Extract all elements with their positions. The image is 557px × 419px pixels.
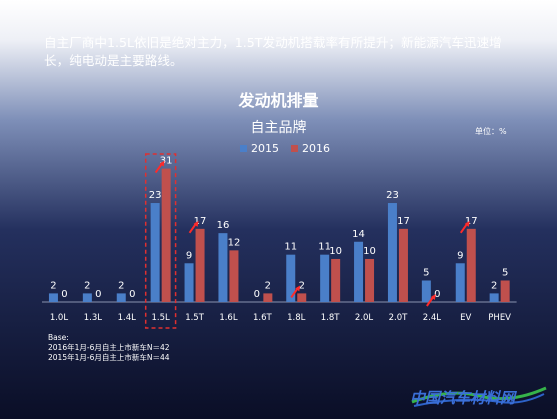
data-label-2015-1.8T: 11	[318, 242, 331, 253]
legend-item-2015: 2015	[240, 142, 279, 155]
bar-2015-2.0T	[387, 203, 397, 302]
bar-2016-1.5T	[195, 228, 205, 302]
watermark-text: 中国汽车材料网	[410, 389, 516, 407]
data-label-2015-1.5L: 23	[149, 190, 162, 201]
data-label-2016-1.4L: 0	[129, 289, 135, 300]
base-note-line1: 2016年1月-6月自主上市新车N＝42	[48, 343, 170, 352]
data-label-2016-2.0L: 10	[363, 246, 376, 257]
x-tick-label-2.0L: 2.0L	[355, 313, 374, 323]
bar-2015-1.4L	[116, 293, 126, 302]
data-label-2015-2.0L: 14	[352, 229, 365, 240]
legend-label-2015: 2015	[251, 142, 279, 155]
arrow-head-EV	[464, 220, 470, 227]
bar-2015-1.6L	[218, 233, 228, 302]
legend-label-2016: 2016	[302, 142, 330, 155]
x-tick-label-2.0T: 2.0T	[389, 313, 409, 323]
data-label-2016-1.3L: 0	[95, 289, 101, 300]
bar-2015-1.8T	[320, 254, 330, 302]
arrow-head-1.5T	[193, 220, 199, 227]
bar-2015-2.0L	[354, 241, 364, 302]
arrow-head-2.4L	[430, 294, 436, 300]
highlight-box-1.5L	[144, 153, 177, 329]
data-label-2016-1.6T: 2	[265, 280, 271, 291]
legend-item-2016: 2016	[291, 142, 330, 155]
legend-swatch-2016	[291, 145, 298, 152]
data-label-2016-2.0T: 17	[397, 216, 410, 227]
chart-title: 发动机排量	[238, 91, 319, 110]
base-note-line2: 2015年1月-6月自主上市新车N＝44	[48, 353, 170, 362]
base-note-label: Base:	[48, 333, 69, 342]
bar-2015-1.8L	[286, 254, 296, 302]
data-label-2015-2.4L: 5	[423, 267, 429, 278]
data-label-2016-1.8L: 2	[299, 280, 305, 291]
x-tick-label-1.4L: 1.4L	[118, 313, 137, 323]
data-label-2015-EV: 9	[457, 250, 463, 261]
bar-2016-2.0L	[365, 258, 375, 302]
unit-label: 单位：%	[475, 127, 507, 136]
bar-2015-1.5L	[150, 203, 160, 302]
x-tick-label-1.0L: 1.0L	[50, 313, 69, 323]
x-tick-label-1.5T: 1.5T	[185, 313, 205, 323]
bar-2016-1.8T	[331, 258, 341, 302]
bar-2016-PHEV	[500, 280, 510, 302]
data-label-2016-1.5L: 31	[160, 156, 173, 167]
bar-2015-EV	[455, 263, 465, 302]
x-tick-label-1.5L: 1.5L	[152, 313, 171, 323]
data-label-2016-EV: 17	[465, 216, 478, 227]
x-tick-label-PHEV: PHEV	[488, 313, 511, 323]
legend: 2015 2016	[240, 142, 330, 155]
data-label-2016-2.4L: 0	[434, 289, 440, 300]
bar-2016-1.6T	[263, 293, 273, 302]
bar-2015-2.4L	[421, 280, 431, 302]
data-label-2015-1.6T: 0	[254, 289, 260, 300]
x-tick-label-2.4L: 2.4L	[423, 313, 442, 323]
x-tick-label-1.8L: 1.8L	[287, 313, 306, 323]
bar-2015-1.5T	[184, 263, 194, 302]
bar-2016-1.8L	[297, 293, 307, 302]
bar-2015-PHEV	[489, 293, 499, 302]
bar-2016-1.5L	[161, 168, 171, 302]
data-label-2015-1.6L: 16	[217, 220, 230, 231]
chart-subtitle: 自主品牌	[250, 120, 307, 136]
x-tick-label-EV: EV	[460, 313, 471, 323]
data-label-2016-1.0L: 0	[61, 289, 67, 300]
data-label-2015-1.3L: 2	[84, 280, 90, 291]
x-tick-label-1.6T: 1.6T	[253, 313, 273, 323]
bar-2015-1.3L	[82, 293, 92, 302]
arrow-head-1.8L	[295, 285, 301, 292]
data-label-2015-1.4L: 2	[118, 280, 124, 291]
data-label-2016-1.8T: 10	[329, 246, 342, 257]
data-label-2016-1.5T: 17	[194, 216, 207, 227]
x-tick-label-1.8T: 1.8T	[321, 313, 341, 323]
data-label-2015-2.0T: 23	[386, 190, 399, 201]
x-tick-label-1.3L: 1.3L	[84, 313, 103, 323]
data-label-2016-1.6L: 12	[228, 237, 241, 248]
watermark-logo-swoosh	[411, 386, 547, 407]
legend-swatch-2015	[240, 145, 247, 152]
bar-2016-1.6L	[229, 250, 239, 302]
data-label-2015-1.5T: 9	[186, 250, 192, 261]
data-label-2015-PHEV: 2	[491, 280, 497, 291]
headline: 自主厂商中1.5L依旧是绝对主力，1.5T发动机搭载率有所提升；新能源汽车迅速增…	[44, 35, 502, 68]
x-tick-label-1.6L: 1.6L	[219, 313, 238, 323]
bar-2015-1.0L	[48, 293, 58, 302]
data-label-2016-PHEV: 5	[502, 267, 508, 278]
base-note: Base: 2016年1月-6月自主上市新车N＝42 2015年1月-6月自主上…	[48, 333, 170, 363]
bar-2016-EV	[466, 228, 476, 302]
data-label-2015-1.0L: 2	[50, 280, 56, 291]
data-label-2015-1.8L: 11	[284, 242, 297, 253]
arrow-head-1.5L	[159, 160, 165, 167]
bar-2016-2.0T	[398, 228, 408, 302]
